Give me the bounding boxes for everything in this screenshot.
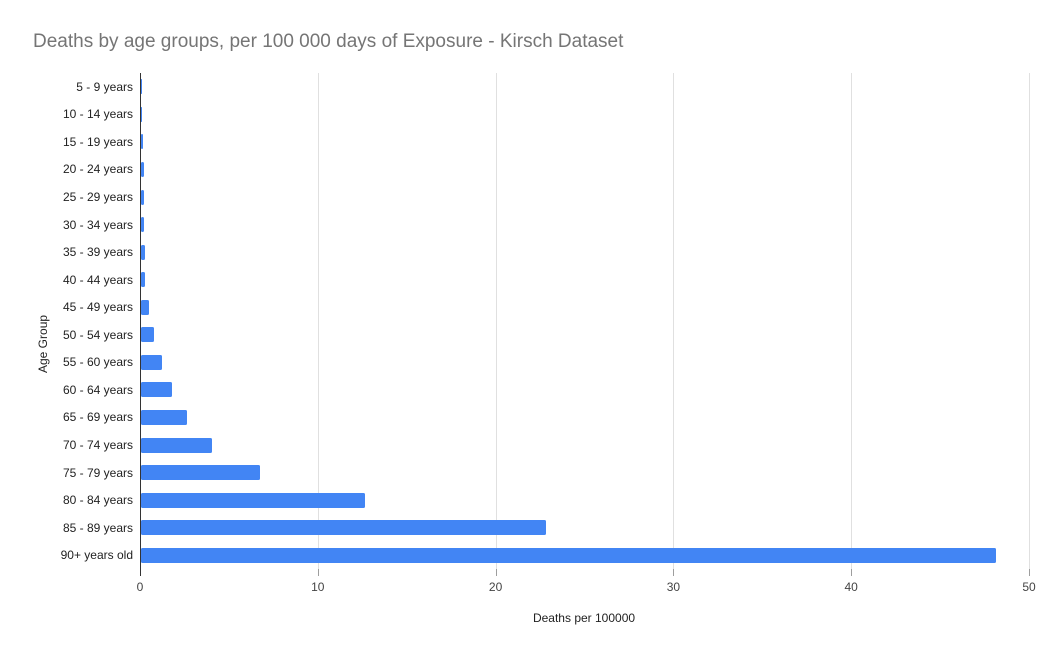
y-axis-category-label: 20 - 24 years (62, 162, 133, 177)
x-tick-label: 40 (844, 580, 858, 594)
bar (141, 79, 142, 95)
x-tick-label: 30 (666, 580, 681, 594)
y-axis-category-label: 75 - 79 years (62, 465, 133, 480)
y-axis-category-label: 25 - 29 years (62, 190, 133, 204)
bar (141, 382, 173, 398)
x-tick-label: 20 (488, 580, 503, 594)
axis-tick-mark (495, 569, 497, 576)
y-axis-category-label: 80 - 84 years (62, 493, 133, 508)
axis-tick-mark (317, 569, 319, 576)
y-axis-category-label: 50 - 54 years (62, 327, 133, 342)
gridline (317, 73, 319, 569)
axis-tick-mark (1029, 569, 1030, 576)
x-axis-title: Deaths per 100000 (532, 611, 636, 625)
y-axis-category-label: 60 - 64 years (62, 382, 133, 397)
gridline (495, 73, 497, 569)
bar (141, 134, 143, 150)
chart-title: Deaths by age groups, per 100 000 days o… (33, 31, 624, 52)
gridline (851, 73, 853, 569)
y-axis-category-label: 90+ years old (60, 548, 133, 563)
y-axis-category-label: 65 - 69 years (62, 410, 133, 425)
bar (141, 244, 145, 260)
bar (141, 520, 547, 536)
y-axis-category-label: 35 - 39 years (62, 245, 133, 260)
bar (141, 217, 144, 233)
x-tick-label: 0 (136, 580, 144, 594)
y-axis-category-label: 15 - 19 years (62, 134, 133, 149)
bar (141, 327, 155, 343)
y-axis-category-label: 40 - 44 years (62, 272, 133, 287)
axis-tick-mark (851, 569, 853, 576)
y-axis-category-label: 55 - 60 years (62, 355, 133, 370)
y-axis-category-label: 10 - 14 years (62, 107, 133, 122)
y-axis-category-label: 45 - 49 years (62, 300, 133, 315)
y-axis-category-label: 30 - 34 years (62, 217, 133, 232)
bar (141, 437, 213, 453)
bar (141, 161, 145, 177)
axis-tick-mark (673, 569, 675, 576)
bar (141, 272, 146, 288)
bar (141, 492, 366, 508)
bar (141, 409, 188, 425)
gridline (1029, 73, 1030, 569)
x-tick-label: 50 (1022, 580, 1036, 594)
gridline (673, 73, 675, 569)
y-axis-category-label: 70 - 74 years (62, 438, 133, 452)
y-axis-baseline (140, 73, 141, 569)
bar (141, 547, 997, 563)
y-axis-title: Age Group (36, 314, 50, 373)
bar (141, 465, 261, 481)
bar (141, 189, 145, 205)
y-axis-category-label: 5 - 9 years (76, 79, 133, 94)
bar (141, 106, 142, 122)
bar (141, 299, 149, 315)
y-axis-category-label: 85 - 89 years (62, 520, 133, 535)
x-tick-label: 10 (311, 580, 325, 594)
bar (141, 354, 163, 370)
axis-tick-mark (140, 569, 141, 576)
